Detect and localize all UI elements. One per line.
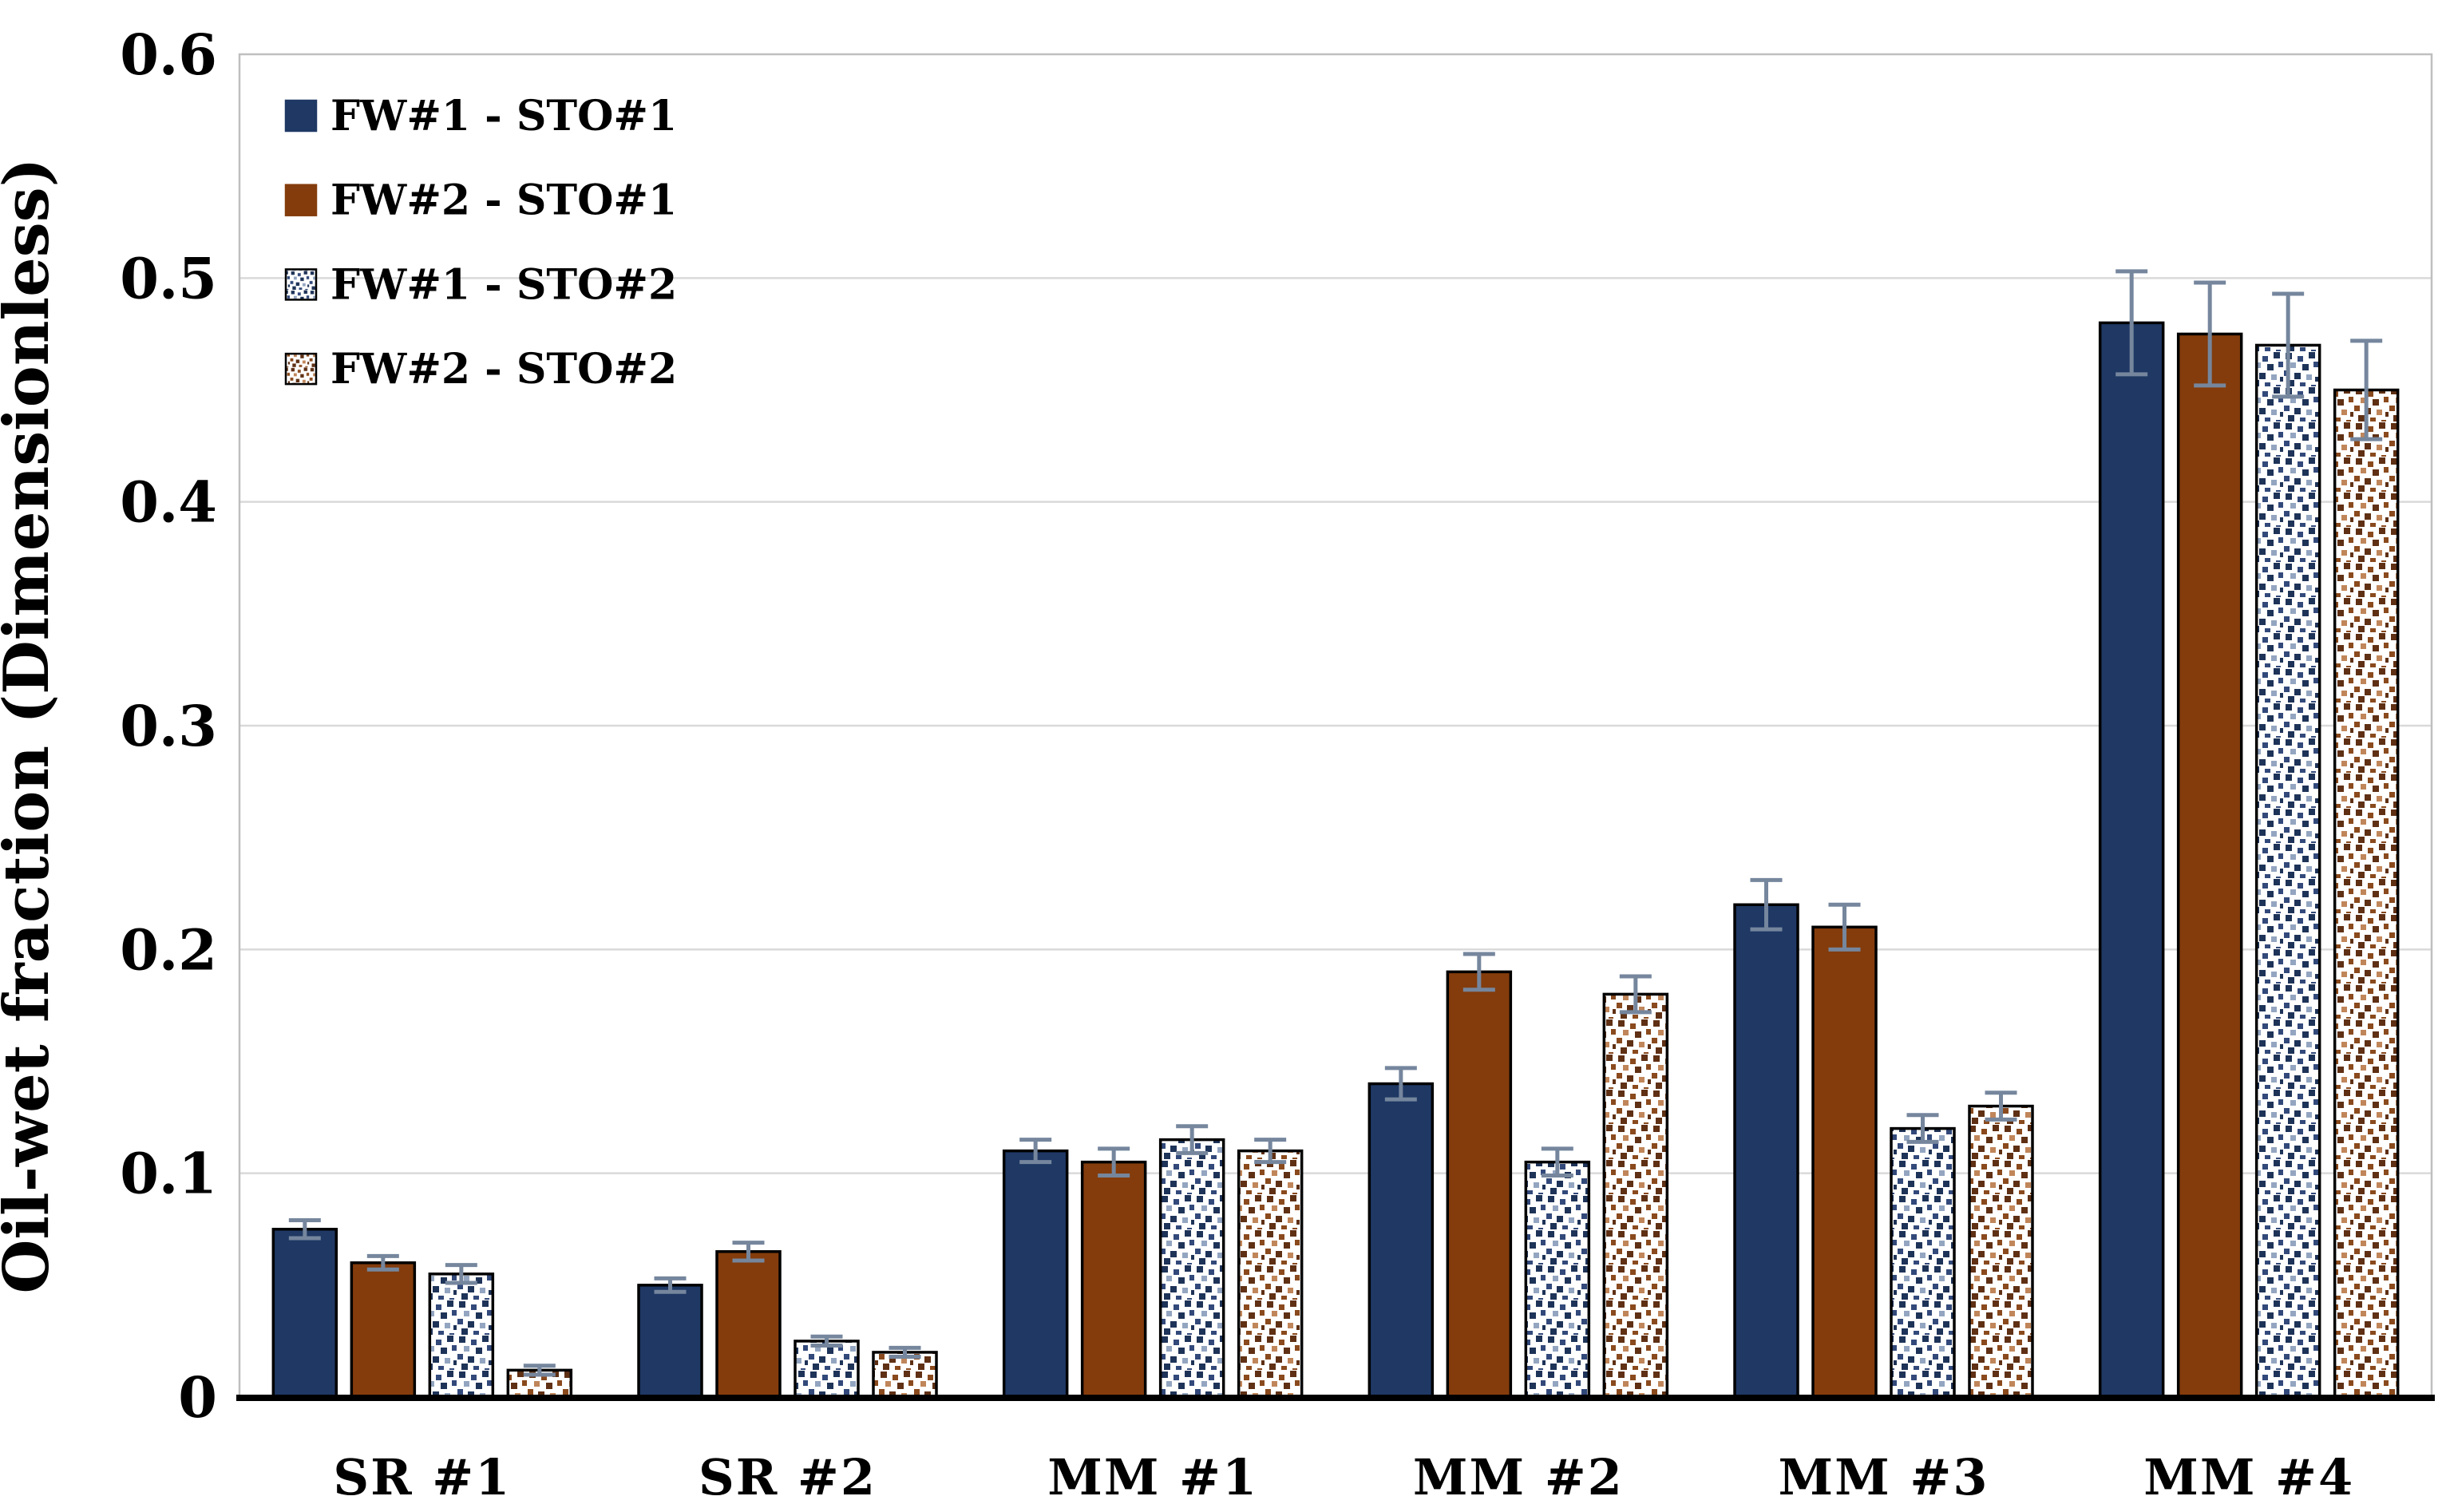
y-tick-label: 0 [178, 1364, 217, 1431]
bar-fw1sto1-sr2 [637, 1284, 703, 1399]
bar-fw2sto1-sr2 [715, 1250, 782, 1399]
x-category-label: MM #1 [1047, 1448, 1258, 1506]
error-bar [2116, 269, 2148, 377]
error-bar [1750, 877, 1783, 932]
legend-label: FW#1 - STO#2 [330, 260, 677, 309]
bar-fw1sto1-mm2 [1367, 1082, 1435, 1399]
legend: FW#1 - STO#1 FW#2 - STO#1 FW#1 - STO#2 FW#2… [284, 92, 677, 394]
error-bar [445, 1263, 477, 1285]
legend-swatch [284, 352, 318, 386]
error-bar [1098, 1146, 1130, 1178]
y-axis-title: Oil-wet fraction (Dimensionless) [0, 157, 63, 1293]
error-bar [2194, 280, 2226, 388]
x-category-label: SR #2 [699, 1448, 877, 1506]
error-bar [1176, 1124, 1209, 1155]
bar-fw2sto2-mm3 [1968, 1104, 2034, 1399]
bar-fw1sto2-mm1 [1158, 1138, 1225, 1399]
error-bar [889, 1345, 921, 1360]
x-category-label: MM #3 [1779, 1448, 1989, 1506]
bar-fw1sto2-sr2 [794, 1340, 860, 1399]
legend-label: FW#2 - STO#2 [330, 345, 677, 394]
y-tick-label: 0.5 [120, 245, 217, 311]
error-bar [2350, 338, 2383, 441]
error-bar [523, 1364, 556, 1377]
legend-item: FW#1 - STO#1 [284, 92, 677, 141]
legend-item: FW#2 - STO#1 [284, 176, 677, 225]
bar-fw1sto1-sr1 [271, 1228, 338, 1399]
bar-fw2sto2-sr2 [872, 1351, 938, 1399]
bar-fw2sto2-mm2 [1602, 992, 1669, 1399]
error-bar [1384, 1066, 1417, 1102]
bar-fw1sto2-sr1 [428, 1273, 495, 1399]
bar-fw1sto1-mm3 [1733, 903, 1799, 1399]
bar-fw2sto1-mm1 [1080, 1160, 1147, 1399]
x-category-label: SR #1 [333, 1448, 511, 1506]
legend-label: FW#2 - STO#1 [330, 176, 677, 225]
error-bar [288, 1218, 321, 1241]
error-bar [810, 1334, 843, 1348]
y-tick-label: 0.1 [120, 1141, 217, 1207]
bar-fw2sto2-mm1 [1237, 1149, 1304, 1399]
legend-swatch [284, 184, 318, 216]
legend-item: FW#2 - STO#2 [284, 345, 677, 394]
bar-fw1sto2-mm4 [2254, 343, 2321, 1399]
bar-fw2sto1-sr1 [350, 1261, 417, 1399]
bar-fw2sto1-mm2 [1446, 970, 1513, 1399]
x-category-labels: SR #1 SR #2 MM #1 MM #2 MM #3 MM #4 [333, 1448, 2354, 1506]
bar-fw1sto1-mm1 [1002, 1149, 1069, 1399]
y-tick-label: 0.3 [120, 693, 217, 759]
x-category-label: MM #2 [1413, 1448, 1624, 1506]
legend-label: FW#1 - STO#1 [330, 92, 677, 141]
y-tick-labels: 0 0.1 0.2 0.3 0.4 0.5 0.6 [120, 22, 217, 1431]
error-bar [1541, 1146, 1573, 1178]
bar-fw2sto1-mm3 [1811, 925, 1878, 1399]
y-tick-label: 0.6 [120, 22, 217, 88]
y-tick-label: 0.4 [120, 469, 217, 536]
bar-fw2sto2-mm4 [2333, 388, 2400, 1399]
error-bar [2272, 291, 2305, 399]
gridlines [239, 277, 2432, 1174]
bar-fw2sto1-mm4 [2176, 332, 2243, 1399]
y-tick-label: 0.2 [120, 916, 217, 983]
error-bar [1462, 952, 1495, 992]
bar-fw1sto2-mm3 [1890, 1126, 1956, 1399]
error-bar [366, 1253, 399, 1272]
bar-fw1sto1-mm4 [2098, 321, 2165, 1399]
error-bar [1254, 1138, 1287, 1165]
error-bar [1906, 1113, 1939, 1144]
bar-fw1sto2-mm2 [1524, 1160, 1591, 1399]
error-bar [1985, 1090, 2017, 1122]
legend-swatch [284, 268, 318, 301]
legend-swatch [284, 99, 318, 133]
error-bar [1828, 902, 1861, 952]
error-bar [732, 1241, 765, 1263]
error-bar [1619, 974, 1652, 1015]
bars [271, 321, 2400, 1399]
error-bars [288, 269, 2383, 1377]
error-bar [1019, 1138, 1052, 1165]
x-category-label: MM #4 [2143, 1448, 2354, 1506]
error-bar [654, 1276, 687, 1294]
legend-item: FW#1 - STO#2 [284, 260, 677, 309]
